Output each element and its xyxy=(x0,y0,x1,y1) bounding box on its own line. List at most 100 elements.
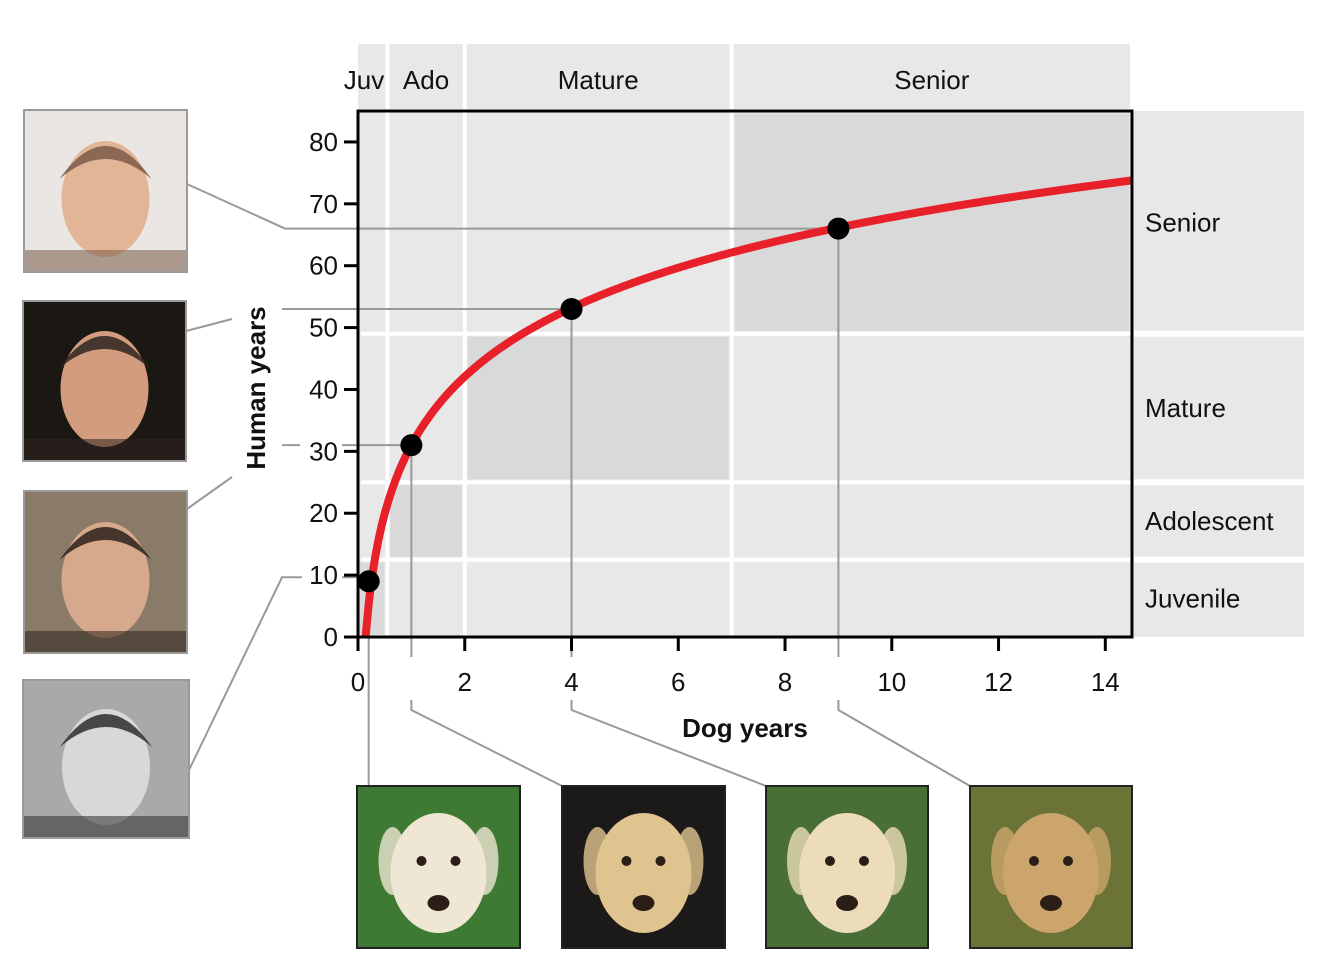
human-photo xyxy=(22,300,187,462)
hair-shape xyxy=(58,336,151,369)
dog-stage-label: Senior xyxy=(894,65,969,95)
dog-stage-bands xyxy=(358,44,1130,109)
dog-photo xyxy=(356,785,521,949)
human-photo xyxy=(23,109,188,273)
human-stage-band-mature xyxy=(1134,336,1304,480)
highlight-point xyxy=(560,298,583,321)
axes xyxy=(344,109,1134,651)
x-tick-label: 6 xyxy=(671,667,685,697)
x-tick-label: 12 xyxy=(984,667,1013,697)
dog-ear-right xyxy=(1083,827,1111,895)
dog-stage-band-ado xyxy=(389,44,463,109)
highlight-points xyxy=(357,217,850,593)
dog-nose xyxy=(836,895,858,911)
dog-eye xyxy=(859,856,869,866)
overlap-region-adolescent xyxy=(390,485,462,557)
hair-shape xyxy=(59,146,152,179)
human-connector xyxy=(186,183,839,230)
shoulders-shape xyxy=(25,631,186,652)
x-tick-label: 14 xyxy=(1091,667,1120,697)
y-tick-label: 10 xyxy=(309,560,338,590)
human-stage-band-juvenile xyxy=(1134,562,1304,637)
dog-eye xyxy=(450,856,461,866)
dog-ear-left xyxy=(991,827,1019,895)
dog-stage-label: Mature xyxy=(558,65,639,95)
dog-stage-band-senior xyxy=(733,44,1130,109)
age-curve xyxy=(361,176,1132,638)
shoulders-shape xyxy=(24,439,185,460)
dog-connector xyxy=(570,309,767,787)
highlight-point xyxy=(400,434,423,457)
person-icon xyxy=(60,331,149,447)
dog-icon xyxy=(799,813,895,933)
dog-eye xyxy=(825,856,835,866)
y-tick-label: 70 xyxy=(309,189,338,219)
dog-photo xyxy=(561,785,726,949)
person-icon xyxy=(61,522,150,638)
human-stage-divider xyxy=(358,557,1132,562)
dog-nose xyxy=(427,895,450,911)
y-tick-label: 80 xyxy=(309,127,338,157)
photos xyxy=(22,109,1133,949)
human-connector xyxy=(186,476,233,510)
y-tick-label: 30 xyxy=(309,436,338,466)
hair-shape xyxy=(59,527,152,560)
y-tick-label: 0 xyxy=(324,622,338,652)
dog-ear-left xyxy=(378,827,407,895)
human-stage-label: Adolescent xyxy=(1145,506,1274,536)
x-tick-label: 0 xyxy=(351,667,365,697)
y-axis-title: Human years xyxy=(241,306,271,469)
dog-eye xyxy=(416,856,427,866)
y-tick-label: 40 xyxy=(309,374,338,404)
dog-ear-left xyxy=(583,827,612,895)
dog-connector xyxy=(410,445,563,787)
human-stage-label: Juvenile xyxy=(1145,583,1240,613)
human-connector xyxy=(188,576,302,771)
dog-ear-right xyxy=(879,827,907,895)
overlap-region-senior xyxy=(734,114,1129,331)
dog-photo xyxy=(969,785,1133,949)
dog-photo xyxy=(765,785,929,949)
human-stage-label: Senior xyxy=(1145,207,1220,237)
dog-connector xyxy=(837,228,971,787)
dog-stage-band-juv xyxy=(358,44,386,109)
dog-nose xyxy=(1040,895,1062,911)
x-tick-label: 8 xyxy=(778,667,792,697)
dog-stage-label: Juv xyxy=(344,65,384,95)
human-connector xyxy=(185,318,233,332)
y-tick-label: 20 xyxy=(309,498,338,528)
stage-overlap-regions xyxy=(358,114,1129,634)
hair-shape xyxy=(60,714,152,747)
photo-connectors xyxy=(185,183,971,787)
human-stage-divider xyxy=(358,331,1132,336)
human-stage-divider xyxy=(358,480,1132,485)
highlight-point xyxy=(827,217,850,240)
human-stage-bands xyxy=(1134,111,1304,637)
dog-stage-divider xyxy=(385,111,390,637)
person-icon xyxy=(61,141,150,257)
dog-icon xyxy=(390,813,487,933)
plot-frame xyxy=(356,109,1134,639)
dog-nose xyxy=(632,895,655,911)
human-photo xyxy=(23,490,188,654)
dog-eye xyxy=(621,856,632,866)
human-photo xyxy=(22,679,190,839)
dog-ear-left xyxy=(787,827,815,895)
dog-eye xyxy=(1063,856,1073,866)
x-tick-label: 4 xyxy=(564,667,578,697)
x-tick-label: 10 xyxy=(877,667,906,697)
dog-stage-label: Ado xyxy=(403,65,449,95)
shoulders-shape xyxy=(24,816,188,837)
dog-stage-band-mature xyxy=(466,44,730,109)
y-tick-label: 50 xyxy=(309,313,338,343)
dog-eye xyxy=(655,856,666,866)
highlight-point xyxy=(357,570,380,593)
overlap-region-mature xyxy=(467,336,729,480)
human-stage-band-senior xyxy=(1134,111,1304,331)
labels: Juv Ado Mature Senior Senior Mature Adolescent… xyxy=(241,65,1274,743)
dog-ear-right xyxy=(675,827,704,895)
dog-stage-divider xyxy=(729,111,734,637)
shoulders-shape xyxy=(25,250,186,271)
dog-icon xyxy=(595,813,692,933)
